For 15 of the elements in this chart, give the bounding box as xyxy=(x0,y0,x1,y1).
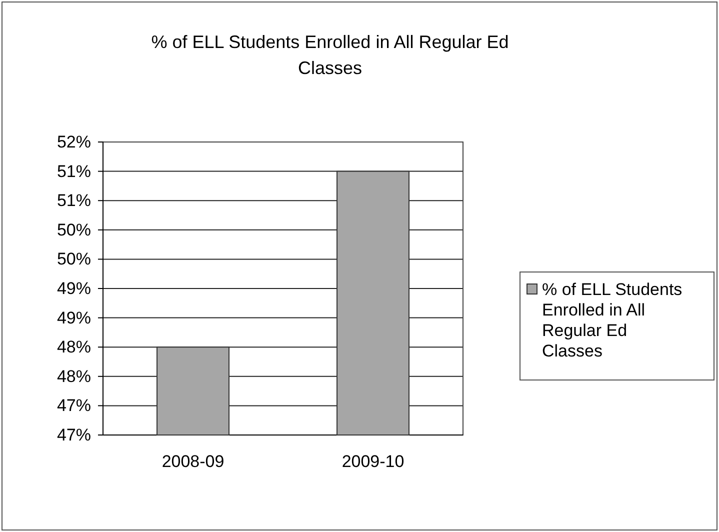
y-tick-label: 52% xyxy=(56,132,91,152)
y-tick-label: 47% xyxy=(56,396,91,416)
y-tick-label: 51% xyxy=(56,191,91,210)
y-tick-label: 49% xyxy=(56,278,91,298)
y-tick-label: 48% xyxy=(56,366,91,386)
y-tick-label: 48% xyxy=(56,338,91,357)
chart-title: % of ELL Students Enrolled in All Regular Ed Classes xyxy=(151,32,509,78)
y-tick-label: 50% xyxy=(56,220,91,240)
y-tick-label: 47% xyxy=(56,425,91,444)
y-tick-label: 49% xyxy=(56,308,91,328)
y-tick-label: 50% xyxy=(56,250,91,269)
x-tick-label: 2008-09 xyxy=(162,452,224,471)
legend-label: % of ELL Students Enrolled in All Regular Ed Classes xyxy=(542,280,682,360)
y-tick-label: 51% xyxy=(56,162,91,181)
x-tick-label: 2009-10 xyxy=(342,452,404,471)
